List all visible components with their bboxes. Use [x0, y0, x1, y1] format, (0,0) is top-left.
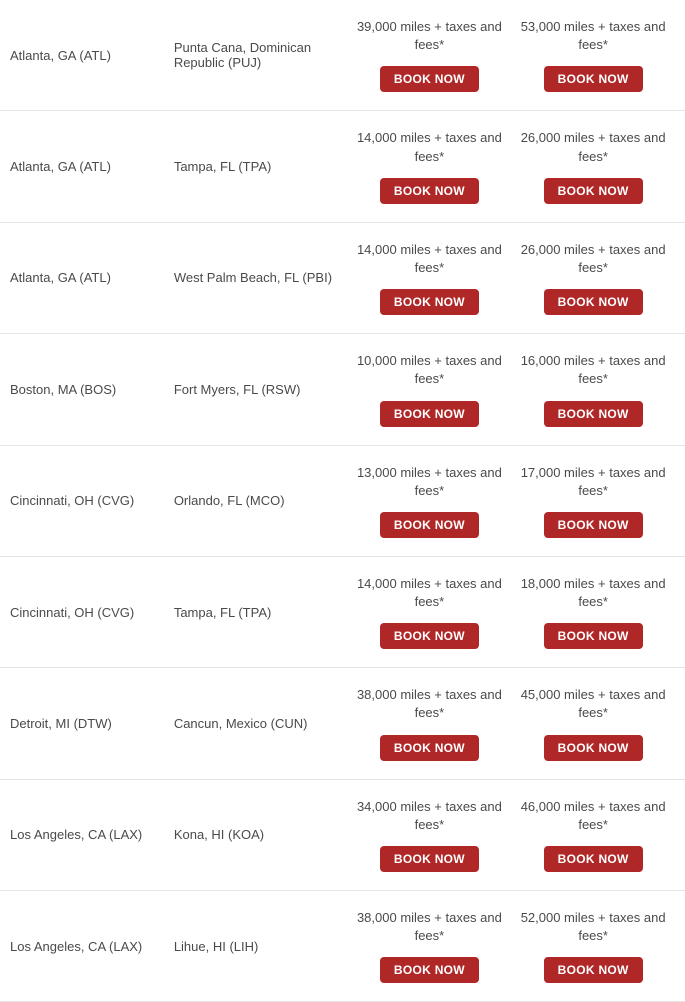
price-text: 26,000 miles + taxes and fees* [511, 129, 675, 165]
table-row: Atlanta, GA (ATL)Punta Cana, Dominican R… [0, 0, 685, 111]
book-now-button[interactable]: BOOK NOW [380, 512, 479, 538]
price-text: 39,000 miles + taxes and fees* [348, 18, 512, 54]
price-text: 13,000 miles + taxes and fees* [348, 464, 512, 500]
destination-cell: Fort Myers, FL (RSW) [174, 382, 348, 397]
table-row: Detroit, MI (DTW)Cancun, Mexico (CUN)38,… [0, 668, 685, 779]
book-now-button[interactable]: BOOK NOW [544, 957, 643, 983]
table-row: Atlanta, GA (ATL)West Palm Beach, FL (PB… [0, 223, 685, 334]
book-now-button[interactable]: BOOK NOW [380, 66, 479, 92]
price-text: 18,000 miles + taxes and fees* [511, 575, 675, 611]
table-row: Boston, MA (BOS)Fort Myers, FL (RSW)10,0… [0, 334, 685, 445]
price-text: 17,000 miles + taxes and fees* [511, 464, 675, 500]
book-now-button[interactable]: BOOK NOW [380, 623, 479, 649]
origin-cell: Atlanta, GA (ATL) [10, 270, 174, 285]
origin-cell: Los Angeles, CA (LAX) [10, 939, 174, 954]
book-now-button[interactable]: BOOK NOW [380, 178, 479, 204]
book-now-button[interactable]: BOOK NOW [544, 512, 643, 538]
price-column-2: 17,000 miles + taxes and fees* BOOK NOW [511, 464, 675, 538]
price-column-2: 26,000 miles + taxes and fees* BOOK NOW [511, 129, 675, 203]
price-text: 14,000 miles + taxes and fees* [348, 241, 512, 277]
origin-cell: Los Angeles, CA (LAX) [10, 827, 174, 842]
origin-cell: Atlanta, GA (ATL) [10, 48, 174, 63]
price-column-1: 38,000 miles + taxes and fees* BOOK NOW [348, 909, 512, 983]
destination-cell: Orlando, FL (MCO) [174, 493, 348, 508]
destination-cell: Lihue, HI (LIH) [174, 939, 348, 954]
book-now-button[interactable]: BOOK NOW [544, 401, 643, 427]
destination-cell: Tampa, FL (TPA) [174, 605, 348, 620]
destination-cell: Punta Cana, Dominican Republic (PUJ) [174, 40, 348, 70]
book-now-button[interactable]: BOOK NOW [380, 401, 479, 427]
price-column-1: 34,000 miles + taxes and fees* BOOK NOW [348, 798, 512, 872]
origin-cell: Atlanta, GA (ATL) [10, 159, 174, 174]
book-now-button[interactable]: BOOK NOW [544, 846, 643, 872]
price-column-1: 14,000 miles + taxes and fees* BOOK NOW [348, 575, 512, 649]
book-now-button[interactable]: BOOK NOW [380, 289, 479, 315]
book-now-button[interactable]: BOOK NOW [544, 178, 643, 204]
price-column-1: 14,000 miles + taxes and fees* BOOK NOW [348, 129, 512, 203]
price-column-1: 14,000 miles + taxes and fees* BOOK NOW [348, 241, 512, 315]
destination-cell: Cancun, Mexico (CUN) [174, 716, 348, 731]
price-column-1: 10,000 miles + taxes and fees* BOOK NOW [348, 352, 512, 426]
destination-cell: Kona, HI (KOA) [174, 827, 348, 842]
price-text: 52,000 miles + taxes and fees* [511, 909, 675, 945]
price-column-2: 18,000 miles + taxes and fees* BOOK NOW [511, 575, 675, 649]
price-text: 45,000 miles + taxes and fees* [511, 686, 675, 722]
book-now-button[interactable]: BOOK NOW [380, 957, 479, 983]
table-row: Atlanta, GA (ATL)Tampa, FL (TPA)14,000 m… [0, 111, 685, 222]
price-column-1: 13,000 miles + taxes and fees* BOOK NOW [348, 464, 512, 538]
table-row: Cincinnati, OH (CVG)Orlando, FL (MCO)13,… [0, 446, 685, 557]
book-now-button[interactable]: BOOK NOW [380, 846, 479, 872]
price-text: 34,000 miles + taxes and fees* [348, 798, 512, 834]
origin-cell: Cincinnati, OH (CVG) [10, 605, 174, 620]
table-row: Los Angeles, CA (LAX)Kona, HI (KOA)34,00… [0, 780, 685, 891]
price-column-2: 46,000 miles + taxes and fees* BOOK NOW [511, 798, 675, 872]
price-text: 16,000 miles + taxes and fees* [511, 352, 675, 388]
price-column-2: 52,000 miles + taxes and fees* BOOK NOW [511, 909, 675, 983]
price-text: 14,000 miles + taxes and fees* [348, 575, 512, 611]
flight-deals-table: Atlanta, GA (ATL)Punta Cana, Dominican R… [0, 0, 685, 1002]
price-text: 14,000 miles + taxes and fees* [348, 129, 512, 165]
table-row: Cincinnati, OH (CVG)Tampa, FL (TPA)14,00… [0, 557, 685, 668]
price-text: 53,000 miles + taxes and fees* [511, 18, 675, 54]
price-text: 38,000 miles + taxes and fees* [348, 686, 512, 722]
price-column-2: 53,000 miles + taxes and fees* BOOK NOW [511, 18, 675, 92]
book-now-button[interactable]: BOOK NOW [380, 735, 479, 761]
book-now-button[interactable]: BOOK NOW [544, 289, 643, 315]
origin-cell: Cincinnati, OH (CVG) [10, 493, 174, 508]
book-now-button[interactable]: BOOK NOW [544, 735, 643, 761]
price-text: 38,000 miles + taxes and fees* [348, 909, 512, 945]
price-text: 10,000 miles + taxes and fees* [348, 352, 512, 388]
price-column-2: 45,000 miles + taxes and fees* BOOK NOW [511, 686, 675, 760]
price-column-2: 16,000 miles + taxes and fees* BOOK NOW [511, 352, 675, 426]
price-column-2: 26,000 miles + taxes and fees* BOOK NOW [511, 241, 675, 315]
destination-cell: West Palm Beach, FL (PBI) [174, 270, 348, 285]
origin-cell: Detroit, MI (DTW) [10, 716, 174, 731]
table-row: Los Angeles, CA (LAX)Lihue, HI (LIH)38,0… [0, 891, 685, 1002]
price-text: 26,000 miles + taxes and fees* [511, 241, 675, 277]
destination-cell: Tampa, FL (TPA) [174, 159, 348, 174]
price-column-1: 38,000 miles + taxes and fees* BOOK NOW [348, 686, 512, 760]
price-text: 46,000 miles + taxes and fees* [511, 798, 675, 834]
price-column-1: 39,000 miles + taxes and fees* BOOK NOW [348, 18, 512, 92]
origin-cell: Boston, MA (BOS) [10, 382, 174, 397]
book-now-button[interactable]: BOOK NOW [544, 66, 643, 92]
book-now-button[interactable]: BOOK NOW [544, 623, 643, 649]
